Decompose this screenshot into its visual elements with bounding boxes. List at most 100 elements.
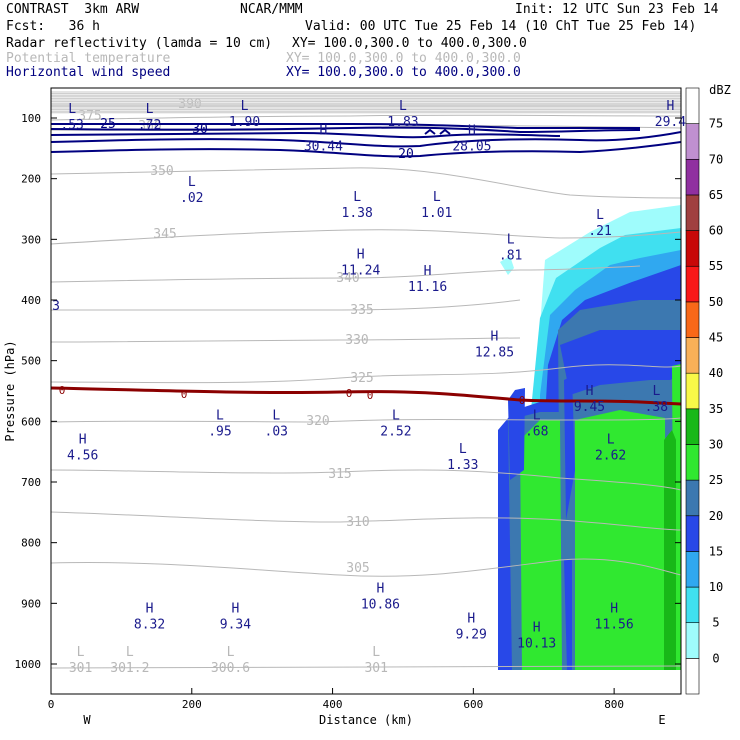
y-tick-label: 500 xyxy=(21,355,41,368)
plot-frame xyxy=(50,87,682,695)
theta-contour xyxy=(51,94,681,96)
y-tick-label: 400 xyxy=(21,294,41,307)
reflectivity-region xyxy=(508,388,525,480)
hl-marker-letter: L xyxy=(241,99,249,114)
hl-marker-value: 2.52 xyxy=(380,424,411,439)
hl-marker-letter: L xyxy=(77,645,85,660)
x-tick-label: 600 xyxy=(463,698,483,711)
zero-line-label: 0 xyxy=(367,389,374,402)
colorbar-level-label: 40 xyxy=(709,366,723,380)
valid-time: Valid: 00 UTC Tue 25 Feb 14 (10 ChT Tue … xyxy=(305,19,697,34)
hl-marker-value: .81 xyxy=(499,248,522,263)
hl-marker-letter: H xyxy=(319,123,327,138)
colorbar-swatch xyxy=(685,408,700,445)
theta-contour xyxy=(51,102,681,104)
hl-marker-letter: H xyxy=(357,248,365,263)
wind-contour-label: 25 xyxy=(100,117,116,132)
colorbar-swatch xyxy=(685,479,700,517)
hl-marker-letter: H xyxy=(377,581,385,596)
hl-marker-letter: L xyxy=(399,99,407,114)
theta-contour xyxy=(51,104,681,106)
hl-marker-letter: L xyxy=(227,645,235,660)
init-time: Init: 12 UTC Sun 23 Feb 14 xyxy=(515,2,719,17)
hl-marker-value: .95 xyxy=(208,424,231,439)
hl-marker-value: 9.29 xyxy=(456,628,487,643)
hl-marker-value: 1.33 xyxy=(447,458,478,473)
colorbar-level-label: 50 xyxy=(709,295,723,309)
theta-contour-label: 325 xyxy=(350,371,373,386)
colorbar-swatch xyxy=(685,337,700,374)
hl-marker-value: 1.90 xyxy=(229,115,260,130)
zero-line-label: 0 xyxy=(59,384,66,397)
theta-contour-label: 350 xyxy=(150,164,173,179)
hl-marker-value: 28.05 xyxy=(452,139,491,154)
colorbar-level-label: 60 xyxy=(709,224,723,238)
colorbar-level-label: 5 xyxy=(712,616,719,630)
wind-contours: 25 30 30 20 xyxy=(36,117,681,162)
hl-marker-value: 300.6 xyxy=(211,661,250,676)
hl-marker-value: 2.62 xyxy=(595,449,626,464)
y-tick-label: 900 xyxy=(21,597,41,610)
theta-contour xyxy=(51,100,681,103)
hl-marker-letter: H xyxy=(146,601,154,616)
hl-marker-letter: H xyxy=(467,612,475,627)
y-tick-label: 1000 xyxy=(15,658,42,671)
hl-marker-letter: L xyxy=(126,645,134,660)
y-tick-label: 200 xyxy=(21,173,41,186)
colorbar-level-label: 55 xyxy=(709,259,723,273)
hl-marker-value: 8.32 xyxy=(134,617,165,632)
hl-marker-value: 1.83 xyxy=(387,115,418,130)
hl-marker-letter: L xyxy=(216,408,224,423)
colorbar-swatch xyxy=(685,372,700,410)
theta-contour xyxy=(51,665,681,669)
colorbar-swatch xyxy=(685,87,700,124)
wind-contour xyxy=(51,126,641,134)
hl-marker-value: 1.01 xyxy=(421,206,452,221)
hl-marker-value: 301.2 xyxy=(110,661,149,676)
colorbar-swatch xyxy=(685,622,700,659)
colorbar-level-label: 15 xyxy=(709,544,723,558)
wind-contour-label: 30 xyxy=(36,136,52,151)
hl-marker-letter: H xyxy=(232,601,240,616)
colorbar-level-label: 25 xyxy=(709,473,723,487)
hl-marker-value: 11.16 xyxy=(408,280,447,295)
hl-marker-letter: L xyxy=(68,102,76,117)
zero-line-label: 0 xyxy=(346,387,353,400)
title-left: CONTRAST 3km ARW xyxy=(6,2,140,17)
hl-marker-value: 301 xyxy=(69,661,92,676)
reflectivity-region xyxy=(575,410,666,670)
hl-marker-letter: H xyxy=(610,601,618,616)
hl-marker-value: .02 xyxy=(180,191,203,206)
wind-contour xyxy=(51,131,561,139)
hl-marker-value: 301 xyxy=(364,661,387,676)
theta-contour xyxy=(51,105,681,108)
hl-marker-value: 4.56 xyxy=(67,449,98,464)
colorbar-swatch xyxy=(685,123,700,160)
hl-marker-letter: H xyxy=(586,384,594,399)
hl-marker-value: .68 xyxy=(525,424,548,439)
hl-marker-value: 10.86 xyxy=(361,597,400,612)
colorbar-level-label: 70 xyxy=(709,152,723,166)
theta-contour-label: 345 xyxy=(153,227,176,242)
colorbar-level-label: 30 xyxy=(709,437,723,451)
hl-marker-letter: L xyxy=(652,384,660,399)
x-end-label-right: E xyxy=(658,713,665,727)
hl-marker-letter: H xyxy=(533,621,541,636)
hl-marker-letter: L xyxy=(433,190,441,205)
colorbar-level-label: 65 xyxy=(709,188,723,202)
colorbar-level-label: 20 xyxy=(709,509,723,523)
hl-marker-value: 9.45 xyxy=(574,400,605,415)
theta-contour xyxy=(51,112,681,114)
hl-marker-value: .38 xyxy=(645,400,668,415)
colorbar-swatch xyxy=(685,551,700,588)
hl-marker-letter: L xyxy=(533,408,541,423)
hl-marker-value: 1.38 xyxy=(342,206,373,221)
zero-dbz-line xyxy=(51,386,681,406)
theta-contour xyxy=(51,114,681,121)
theta-contour xyxy=(51,511,681,531)
field-reflectivity-xy: XY= 100.0,300.0 to 400.0,300.0 xyxy=(292,36,527,51)
